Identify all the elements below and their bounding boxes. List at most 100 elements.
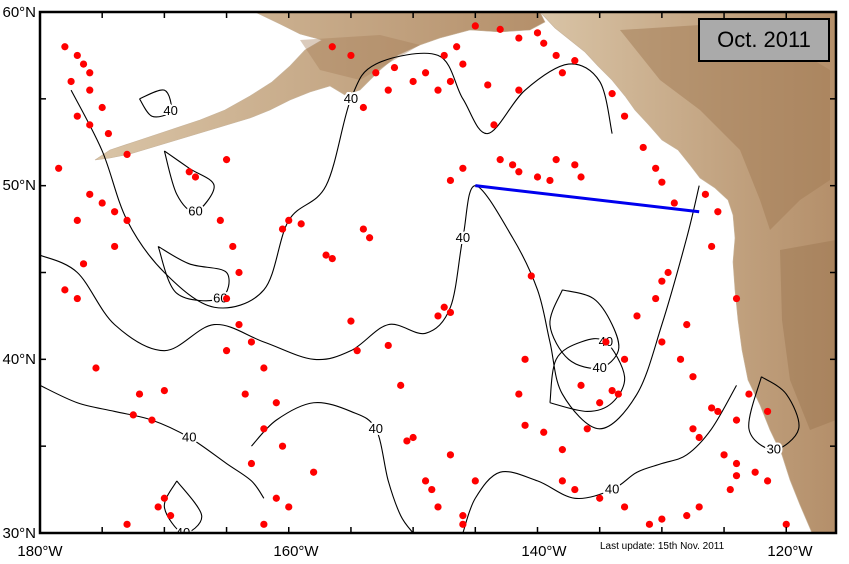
float-marker xyxy=(732,459,741,468)
lat-tick-label: 30°N xyxy=(2,525,36,542)
float-marker xyxy=(328,255,336,263)
float-marker xyxy=(79,60,88,68)
float-marker xyxy=(135,390,144,398)
alaska-land xyxy=(94,12,546,161)
contour-label: 40 xyxy=(163,103,177,118)
float-marker xyxy=(160,386,168,395)
contour-line xyxy=(157,245,230,302)
float-marker xyxy=(540,39,548,47)
float-marker xyxy=(509,161,517,169)
float-marker xyxy=(652,294,660,303)
float-marker xyxy=(571,485,579,494)
float-marker xyxy=(683,321,691,329)
contour-label: 40 xyxy=(592,360,606,375)
float-marker xyxy=(328,43,336,51)
last-update-note: Last update: 15th Nov. 2011 xyxy=(600,541,725,552)
float-marker xyxy=(471,477,479,485)
float-marker xyxy=(235,321,243,329)
float-marker xyxy=(260,520,268,528)
float-markers xyxy=(55,22,790,528)
float-marker xyxy=(639,143,647,152)
float-marker xyxy=(260,364,268,372)
float-marker xyxy=(73,294,81,303)
float-marker xyxy=(434,503,442,511)
float-marker xyxy=(421,477,430,485)
float-marker xyxy=(278,225,287,233)
float-marker xyxy=(583,425,591,433)
contour-line xyxy=(748,376,800,451)
contour-lines xyxy=(40,52,800,533)
lon-tick-label: 160°W xyxy=(273,543,319,560)
float-marker xyxy=(714,407,722,416)
float-marker xyxy=(596,494,604,502)
lat-tick-label: 40°N xyxy=(2,351,36,368)
float-marker xyxy=(763,477,772,485)
float-marker xyxy=(521,421,529,429)
float-marker xyxy=(365,234,374,242)
contour-line xyxy=(163,150,215,213)
contour-line xyxy=(40,384,265,499)
float-marker xyxy=(459,520,467,528)
float-marker xyxy=(241,390,249,398)
float-marker xyxy=(79,260,88,268)
float-marker xyxy=(471,22,479,30)
float-marker xyxy=(384,341,392,350)
float-marker xyxy=(732,294,741,303)
float-marker xyxy=(86,121,94,129)
contour-line xyxy=(40,185,700,430)
float-marker xyxy=(459,512,467,520)
float-marker xyxy=(86,69,94,77)
float-marker xyxy=(272,494,280,502)
float-marker xyxy=(440,303,448,311)
float-marker xyxy=(571,161,579,169)
float-marker xyxy=(272,399,280,407)
float-marker xyxy=(558,69,566,77)
float-marker xyxy=(260,425,268,433)
float-marker xyxy=(552,156,560,164)
float-marker xyxy=(701,190,710,198)
float-marker xyxy=(185,168,193,176)
contour-label: 40 xyxy=(456,230,470,245)
float-marker xyxy=(763,407,772,416)
float-marker xyxy=(689,425,697,433)
contour-label: 40 xyxy=(369,421,383,436)
float-marker xyxy=(440,51,448,60)
float-marker xyxy=(515,86,523,94)
float-marker xyxy=(434,312,442,320)
float-marker xyxy=(751,468,759,476)
float-marker xyxy=(676,355,685,363)
float-marker xyxy=(527,272,535,280)
contour-line xyxy=(251,401,414,533)
float-marker xyxy=(123,520,131,528)
float-marker xyxy=(670,199,678,207)
float-marker xyxy=(55,164,63,172)
float-marker xyxy=(695,503,703,511)
float-marker xyxy=(658,277,666,285)
contour-label: 30 xyxy=(767,442,781,457)
float-marker xyxy=(434,86,442,94)
float-marker xyxy=(359,103,367,112)
float-marker xyxy=(129,411,137,419)
float-marker xyxy=(620,112,629,120)
float-marker xyxy=(546,176,554,185)
contour-label: 40 xyxy=(176,525,190,540)
lat-tick-label: 60°N xyxy=(2,4,36,21)
contour-label: 60 xyxy=(188,204,202,219)
float-marker xyxy=(496,25,504,33)
float-marker xyxy=(577,381,585,389)
float-marker xyxy=(347,317,355,325)
float-marker xyxy=(409,77,417,86)
float-marker xyxy=(732,472,741,480)
date-label: Oct. 2011 xyxy=(698,18,830,62)
float-marker xyxy=(409,433,417,442)
float-marker xyxy=(695,433,703,442)
float-marker xyxy=(123,216,131,224)
float-marker xyxy=(459,164,467,172)
float-marker xyxy=(664,268,672,277)
float-marker xyxy=(533,173,542,181)
lon-tick-label: 180°W xyxy=(17,543,63,560)
float-marker xyxy=(645,520,654,528)
float-marker xyxy=(111,208,119,216)
float-marker xyxy=(633,312,641,320)
float-marker xyxy=(708,242,716,251)
